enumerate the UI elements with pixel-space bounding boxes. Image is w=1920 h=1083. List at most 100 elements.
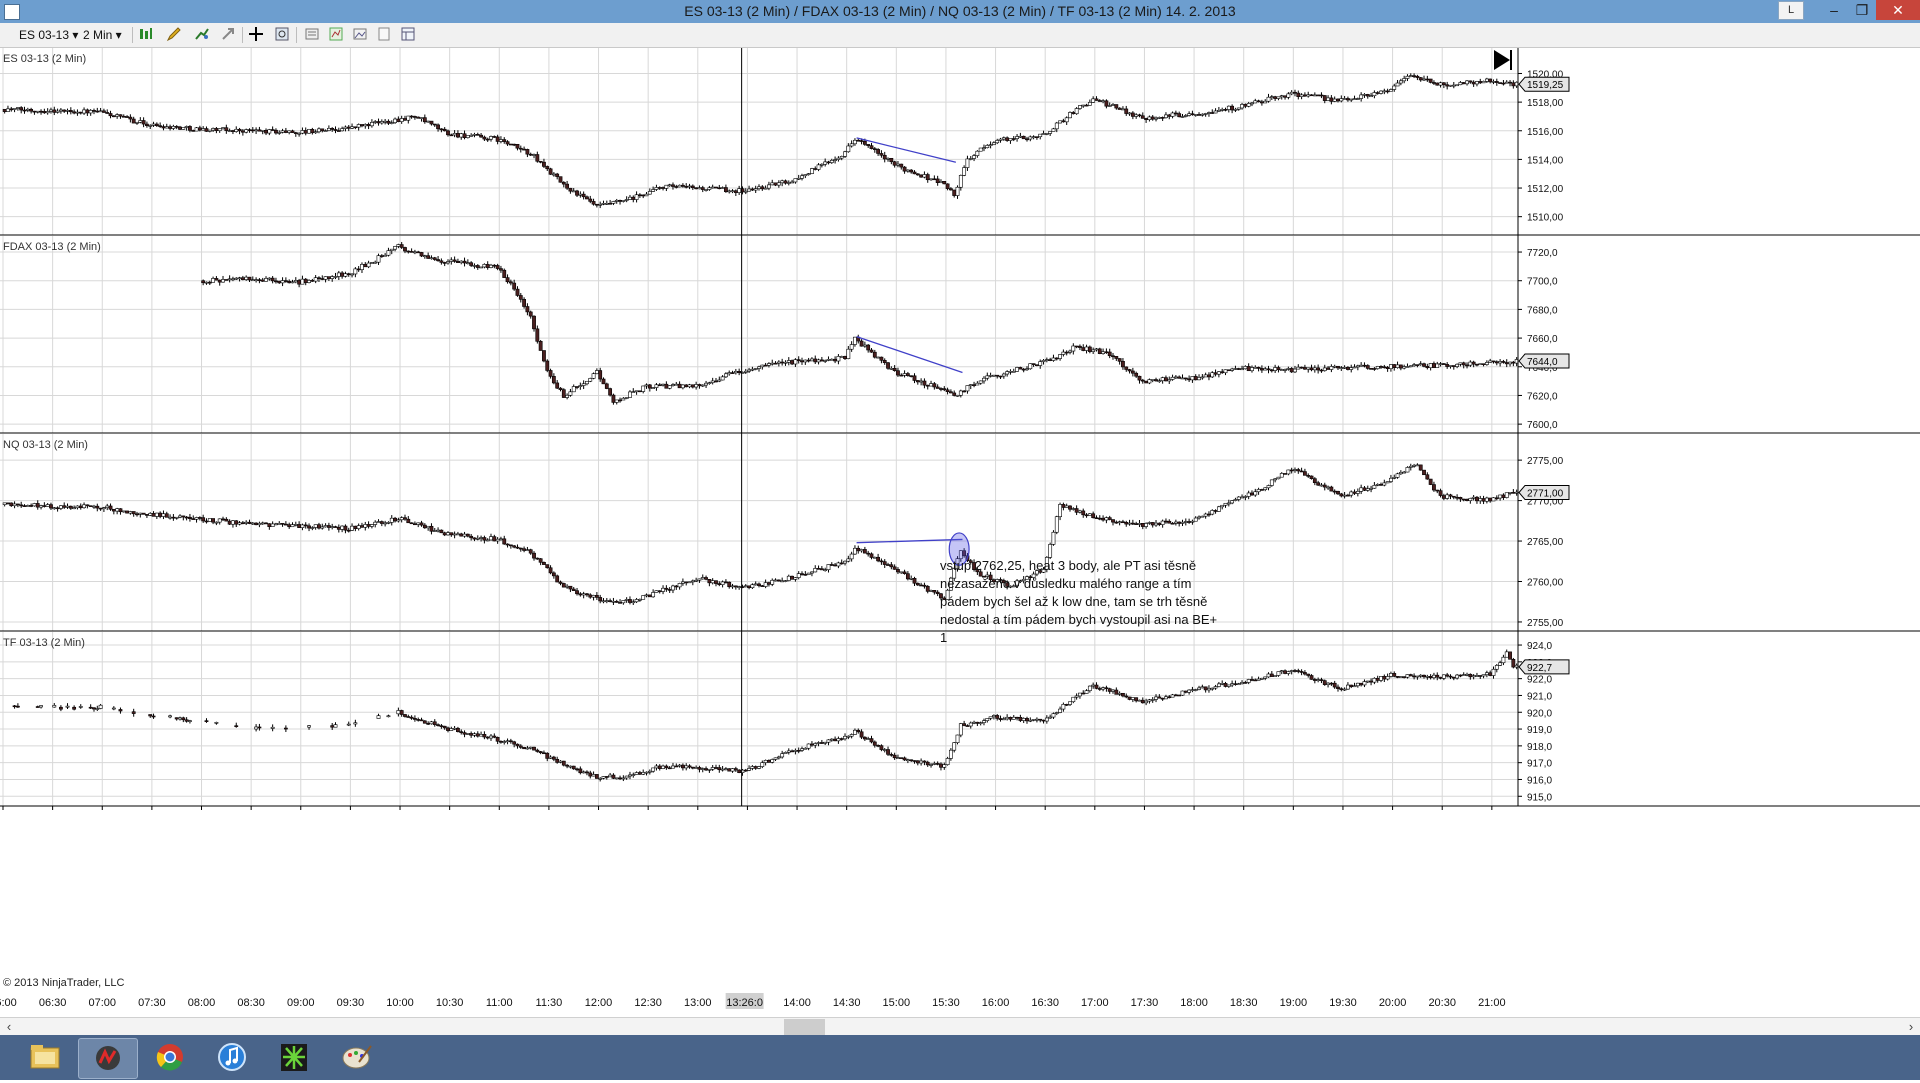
- candle-down: [379, 255, 384, 257]
- candle-down: [42, 111, 47, 114]
- candle-down: [1422, 363, 1426, 367]
- pencil-icon[interactable]: [166, 26, 182, 42]
- candle-down: [1104, 687, 1109, 690]
- candle-down: [743, 769, 748, 772]
- candle-up: [1200, 686, 1205, 689]
- candle-up: [297, 132, 302, 135]
- price-tick-label: 7620,0: [1527, 391, 1558, 402]
- candle-up: [1359, 364, 1364, 367]
- candle-down: [697, 767, 702, 770]
- crosshair-icon[interactable]: [248, 26, 264, 42]
- candle-up: [1263, 368, 1268, 371]
- candle-down: [62, 109, 67, 112]
- candle-down: [1488, 497, 1493, 502]
- candle-down: [1481, 498, 1486, 502]
- scroll-left-arrow[interactable]: ‹: [6, 1019, 12, 1034]
- candle-down: [108, 113, 113, 117]
- layout-button[interactable]: L: [1778, 1, 1804, 20]
- candle-down: [922, 380, 927, 386]
- ninjatrader-taskbar-button[interactable]: [78, 1038, 138, 1079]
- candle-down: [413, 116, 417, 118]
- price-axes[interactable]: 1520,001518,001516,001514,001512,001510,…: [1494, 50, 1570, 803]
- candle-up: [1402, 471, 1407, 474]
- candle-up: [727, 372, 732, 375]
- candle-down: [237, 128, 242, 132]
- zoom-icon[interactable]: [274, 26, 290, 42]
- candle-down: [717, 767, 722, 771]
- jump-to-end-icon[interactable]: [1494, 50, 1510, 70]
- candle-down: [1167, 520, 1172, 524]
- panel-layout-icon[interactable]: [400, 26, 416, 42]
- candle-down: [1269, 673, 1274, 677]
- app-icon[interactable]: [4, 4, 20, 20]
- candle-up: [743, 585, 748, 588]
- candle-down: [333, 526, 338, 528]
- interval-selector[interactable]: 2 Min ▾: [83, 28, 122, 42]
- candle-down: [618, 399, 622, 402]
- candle-up: [972, 155, 976, 159]
- chart-style-icon[interactable]: [138, 26, 154, 42]
- candle-up: [862, 344, 867, 347]
- paint-button[interactable]: [327, 1038, 385, 1077]
- candle-up: [270, 523, 275, 527]
- candle-down: [1392, 364, 1397, 368]
- candle-down: [336, 527, 341, 530]
- candle-up: [988, 375, 993, 377]
- candle-up: [578, 385, 583, 387]
- instrument-selector[interactable]: ES 03-13 ▾: [19, 28, 79, 42]
- candle-up: [929, 764, 933, 766]
- file-explorer-button[interactable]: [16, 1038, 74, 1077]
- candle-down: [197, 517, 202, 519]
- text-annotation[interactable]: vstup 2762,25, heat 3 body, ale PT asi t…: [940, 558, 1217, 645]
- candle-up: [955, 394, 960, 397]
- candle-up: [637, 598, 642, 601]
- chart-area[interactable]: 1520,001518,001516,001514,001512,001510,…: [0, 48, 1920, 1017]
- strategies-icon[interactable]: [220, 26, 236, 42]
- minimize-button[interactable]: –: [1830, 2, 1838, 18]
- candle-down: [403, 118, 407, 121]
- candle-up: [1379, 676, 1383, 681]
- candle-up: [776, 182, 781, 186]
- candle-down: [1299, 671, 1304, 673]
- itunes-button[interactable]: [203, 1038, 261, 1077]
- candle-down: [859, 140, 864, 142]
- scroll-thumb[interactable]: [784, 1019, 825, 1035]
- chrome-button[interactable]: [141, 1038, 199, 1077]
- candle-down: [250, 129, 255, 132]
- candle-up: [1375, 484, 1380, 486]
- candle-down: [1488, 672, 1493, 676]
- candle-up: [641, 595, 646, 600]
- time-axis[interactable]: 06:0006:3007:0007:3008:0008:3009:0009:30…: [0, 806, 1506, 1009]
- candle-down: [962, 723, 967, 726]
- indicators-icon[interactable]: [194, 26, 210, 42]
- candle-up: [280, 130, 285, 133]
- app-green-button[interactable]: [265, 1038, 323, 1077]
- candle-down: [856, 139, 861, 142]
- candle-down: [121, 115, 126, 118]
- scroll-right-arrow[interactable]: ›: [1908, 1019, 1914, 1034]
- candle-up: [290, 281, 295, 284]
- candle-down: [1504, 362, 1509, 365]
- horizontal-scrollbar[interactable]: ‹ ›: [0, 1017, 1920, 1036]
- candle-down: [525, 149, 530, 155]
- properties-icon[interactable]: [304, 26, 320, 42]
- candle-down: [568, 187, 573, 192]
- candle-down: [724, 187, 728, 192]
- candle-down: [922, 584, 927, 587]
- restore-button[interactable]: ❐: [1855, 2, 1869, 18]
- candle-down: [889, 564, 894, 568]
- candle-up: [1071, 345, 1076, 352]
- candle-down: [909, 169, 914, 173]
- drawing-objects[interactable]: [856, 137, 970, 566]
- candle-up: [1289, 670, 1294, 672]
- candle-up: [664, 184, 669, 189]
- candle-down: [1223, 683, 1228, 687]
- candle-down: [1369, 680, 1373, 683]
- candle-up: [479, 734, 483, 737]
- candle-up: [1127, 112, 1132, 115]
- data-box-icon[interactable]: [376, 26, 392, 42]
- candle-down: [707, 579, 712, 584]
- image-icon[interactable]: [352, 26, 368, 42]
- close-button[interactable]: ✕: [1876, 0, 1920, 20]
- data-series-icon[interactable]: [328, 26, 344, 42]
